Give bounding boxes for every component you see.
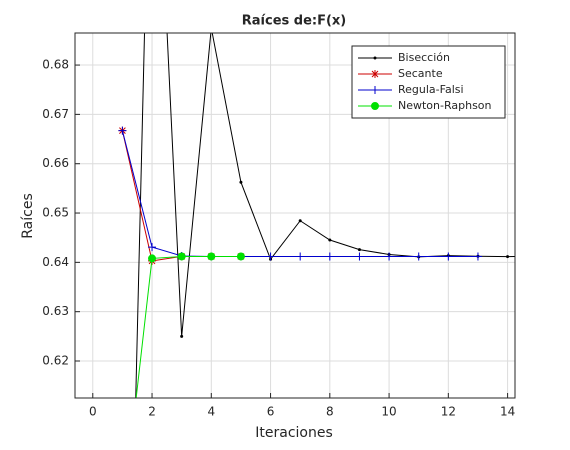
plot-layer — [118, 33, 515, 398]
y-tick-label: 0.66 — [42, 156, 69, 170]
x-tick-label: 8 — [326, 405, 334, 419]
y-tick-label: 0.62 — [42, 354, 69, 368]
point — [473, 252, 482, 261]
x-tick-label: 6 — [267, 405, 275, 419]
point — [385, 252, 394, 261]
point — [444, 252, 453, 261]
legend-marker — [373, 56, 377, 60]
y-tick-label: 0.64 — [42, 255, 69, 269]
point — [118, 126, 127, 135]
x-tick-label: 14 — [500, 405, 515, 419]
y-tick-label: 0.68 — [42, 58, 69, 72]
legend-label: Bisección — [398, 51, 450, 64]
point — [266, 252, 275, 261]
y-tick-label: 0.63 — [42, 304, 69, 318]
x-tick-label: 12 — [441, 405, 456, 419]
y-tick-label: 0.65 — [42, 206, 69, 220]
x-axis-label: Iteraciones — [255, 425, 333, 441]
point — [414, 252, 423, 261]
point — [207, 252, 216, 261]
y-axis-label: Raíces — [20, 193, 36, 239]
point — [298, 219, 302, 223]
x-tick-label: 0 — [89, 405, 97, 419]
legend-marker — [371, 86, 379, 94]
point — [239, 180, 243, 184]
point — [357, 248, 361, 252]
point — [180, 334, 184, 338]
legend-marker — [371, 70, 379, 78]
legend-label: Regula-Falsi — [398, 83, 464, 96]
y-tick-label: 0.67 — [42, 107, 69, 121]
point — [296, 252, 305, 261]
point — [355, 252, 364, 261]
point — [328, 238, 332, 242]
x-tick-label: 2 — [148, 405, 156, 419]
legend-label: Secante — [398, 67, 443, 80]
point — [148, 254, 157, 263]
point — [177, 252, 186, 261]
x-tick-label: 10 — [381, 405, 396, 419]
axes-box — [74, 32, 516, 399]
point — [236, 252, 245, 261]
point — [325, 252, 334, 261]
x-tick-label: 4 — [207, 405, 215, 419]
point — [148, 243, 157, 252]
legend-label: Newton-Raphson — [398, 99, 492, 112]
legend-marker — [371, 102, 379, 110]
point — [506, 255, 510, 259]
chart-title: Raíces de:F(x) — [242, 14, 347, 29]
